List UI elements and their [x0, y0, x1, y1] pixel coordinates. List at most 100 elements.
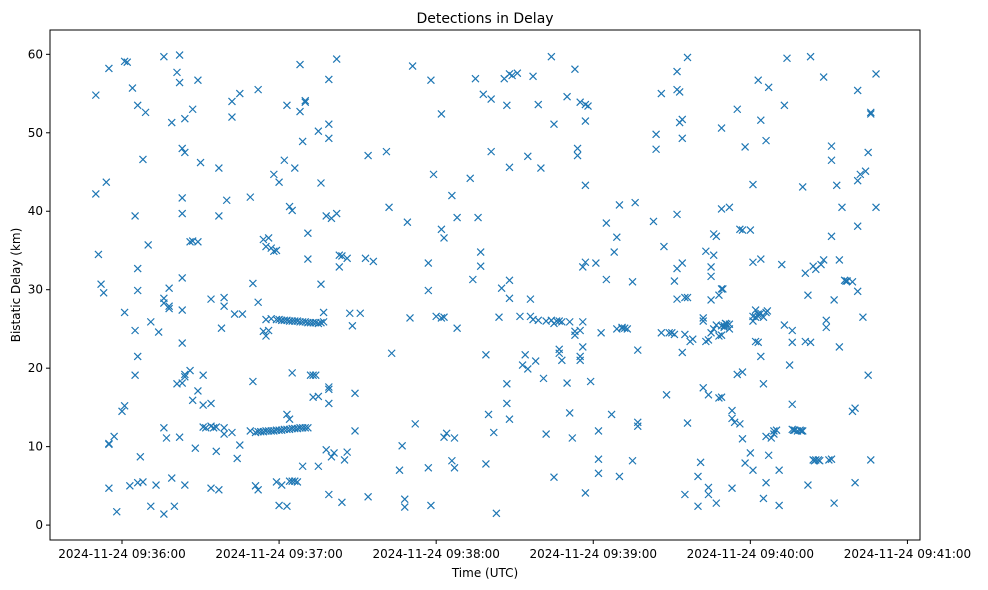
data-point: [175, 51, 184, 60]
data-point: [196, 158, 205, 167]
data-point: [657, 328, 666, 337]
data-point: [136, 452, 145, 461]
data-point: [733, 105, 742, 114]
data-point: [481, 459, 490, 468]
data-point: [696, 458, 705, 467]
data-point: [408, 62, 417, 71]
data-point: [505, 294, 514, 303]
data-point: [775, 466, 784, 475]
data-point: [400, 503, 409, 511]
data-point: [123, 58, 132, 67]
data-point: [523, 152, 532, 161]
data-point: [317, 318, 325, 327]
data-point: [385, 203, 393, 212]
data-point: [762, 432, 770, 441]
data-point: [188, 105, 197, 114]
data-point: [759, 379, 768, 388]
data-point: [324, 385, 333, 394]
x-axis: 2024-11-24 09:36:00 2024-11-24 09:37:00 20…: [58, 540, 971, 561]
data-point: [594, 455, 603, 464]
data-point: [688, 335, 697, 344]
data-point: [214, 164, 223, 173]
data-point: [508, 71, 517, 80]
y-tick-label: 30: [28, 283, 43, 297]
data-point: [673, 67, 681, 76]
data-point: [594, 427, 603, 435]
data-point: [649, 217, 658, 226]
data-point: [680, 330, 689, 339]
data-point: [131, 212, 140, 220]
data-point: [709, 251, 718, 260]
data-point: [348, 321, 357, 330]
data-point: [673, 295, 681, 304]
data-point: [217, 324, 226, 333]
data-point: [481, 350, 490, 359]
data-point: [427, 501, 435, 510]
data-point: [722, 320, 731, 329]
data-point: [848, 277, 857, 286]
data-point: [178, 306, 187, 315]
data-point: [403, 218, 412, 227]
data-point: [424, 463, 433, 472]
data-point: [484, 410, 493, 419]
data-point: [759, 313, 768, 322]
data-point: [303, 423, 312, 432]
x-tick-label: 2024-11-24 09:38:00: [372, 547, 499, 561]
data-point: [861, 167, 870, 176]
data-point: [288, 368, 297, 377]
data-point: [563, 379, 572, 388]
data-point: [872, 203, 880, 212]
data-point: [678, 115, 687, 124]
data-point: [707, 295, 715, 304]
data-point: [712, 499, 721, 508]
data-point: [735, 419, 744, 428]
data-point: [319, 308, 328, 317]
data-point: [269, 247, 278, 256]
data-point: [324, 399, 333, 408]
data-point: [248, 377, 257, 386]
data-point: [866, 110, 875, 118]
data-point: [91, 190, 100, 198]
data-point: [193, 386, 202, 395]
data-point: [337, 252, 346, 260]
data-point: [180, 481, 189, 490]
data-point: [214, 485, 223, 494]
data-point: [479, 90, 488, 99]
data-point: [167, 474, 176, 482]
data-point: [516, 312, 524, 321]
data-point: [133, 286, 142, 295]
data-point: [680, 490, 689, 499]
data-point: [502, 101, 511, 110]
data-point: [356, 309, 365, 318]
data-point: [699, 317, 708, 326]
data-point: [220, 430, 229, 439]
data-point: [180, 372, 189, 381]
data-point: [175, 78, 184, 87]
data-point: [343, 448, 352, 457]
data-point: [827, 232, 836, 241]
data-point: [536, 164, 545, 173]
data-point: [335, 263, 344, 271]
data-point: [615, 201, 624, 209]
data-point: [167, 118, 176, 127]
data-point: [489, 428, 498, 437]
data-point: [581, 258, 590, 267]
data-point: [631, 198, 640, 207]
data-point: [382, 147, 391, 156]
data-point: [91, 91, 100, 100]
data-point: [264, 233, 273, 242]
data-point: [756, 352, 765, 361]
data-point: [756, 116, 765, 125]
data-point: [735, 225, 744, 234]
data-point: [492, 509, 501, 518]
data-point: [612, 233, 621, 242]
data-point: [728, 406, 736, 415]
data-point: [615, 472, 624, 481]
data-point: [707, 328, 715, 337]
data-point: [751, 337, 760, 346]
y-tick-label: 20: [28, 361, 43, 375]
data-point: [660, 242, 668, 251]
data-point: [110, 432, 119, 441]
data-point: [657, 89, 666, 98]
data-point: [717, 284, 726, 293]
